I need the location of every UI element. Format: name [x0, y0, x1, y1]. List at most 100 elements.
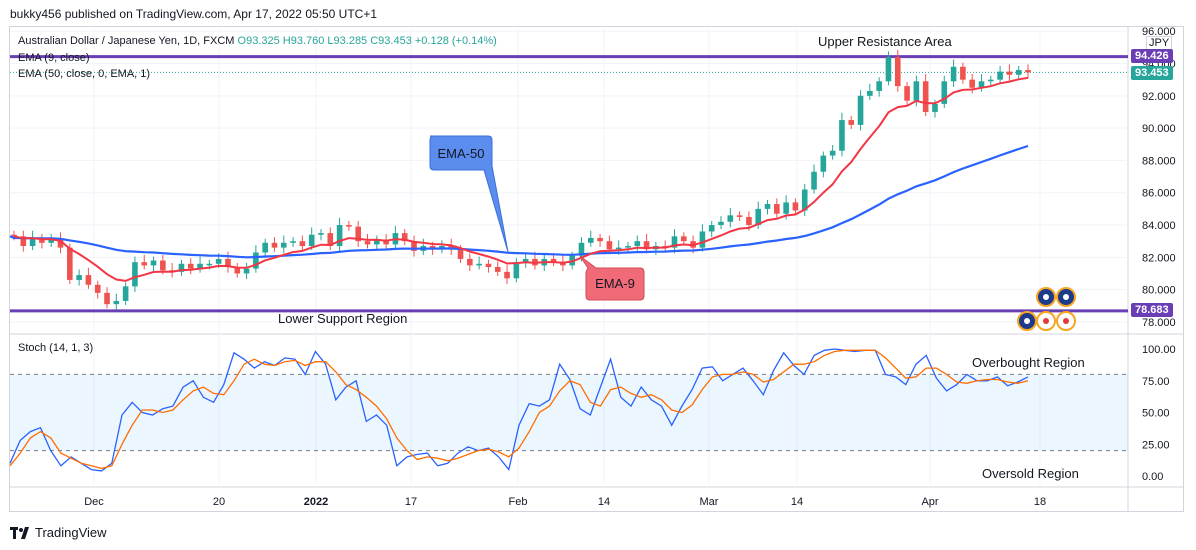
- candle-body: [85, 275, 92, 285]
- candle-body: [327, 233, 334, 247]
- candle-body: [736, 215, 743, 217]
- candle-body: [708, 225, 715, 232]
- legend-stoch[interactable]: Stoch (14, 1, 3): [18, 342, 94, 354]
- candle-body: [243, 268, 250, 274]
- stoch-d-line: [9, 349, 1029, 470]
- price-tick-label: 84.000: [1142, 220, 1176, 232]
- ema-lines: [9, 76, 1029, 282]
- time-tick-label: 17: [405, 496, 417, 508]
- candle-body: [811, 171, 817, 190]
- candle-body: [280, 242, 287, 248]
- time-tick-label: 14: [791, 496, 803, 508]
- economic-event-icon-dot: [1063, 318, 1069, 324]
- price-tick-label: 78.000: [1142, 317, 1176, 329]
- chart-frame: [9, 26, 1184, 512]
- candle-body: [160, 260, 166, 271]
- candle-body: [522, 258, 529, 263]
- candle-body: [355, 226, 362, 242]
- tradingview-icon: [10, 526, 29, 539]
- time-tick-label: 2022: [304, 496, 328, 508]
- candle-body: [746, 216, 752, 226]
- candle-body: [178, 263, 185, 272]
- price-tick-label: 96.000: [1142, 26, 1176, 38]
- legend-symbol: Australian Dollar / Japanese Yen, 1D, FX…: [18, 35, 497, 47]
- candle-body: [848, 120, 855, 125]
- candle-body: [894, 57, 901, 87]
- ohlc-values: O93.325 H93.760 L93.285 C93.453 +0.128 (…: [237, 35, 497, 47]
- candle-body: [634, 241, 641, 247]
- candle-body: [290, 241, 296, 243]
- candle-body: [150, 260, 157, 266]
- candle-body: [57, 239, 64, 248]
- candle-body: [606, 241, 613, 250]
- candle-body: [206, 263, 213, 266]
- candle-body: [904, 86, 910, 101]
- legend-ema50[interactable]: EMA (50, close, 0, EMA, 1): [18, 68, 151, 80]
- support-resistance-lines: [10, 55, 1128, 313]
- candle-body: [299, 241, 306, 247]
- candle-body: [253, 252, 259, 269]
- candle-body: [801, 189, 808, 211]
- time-tick-label: Feb: [509, 496, 528, 508]
- candle-body: [643, 241, 650, 250]
- candle-body: [727, 215, 734, 222]
- time-tick-label: 20: [213, 496, 225, 508]
- candle-body: [411, 241, 417, 251]
- candle-body: [987, 79, 994, 82]
- legend-ema9[interactable]: EMA (9, close): [18, 52, 90, 64]
- tradingview-logo[interactable]: TradingView: [10, 525, 107, 540]
- candle-body: [941, 81, 948, 104]
- stoch-tick-label: 25.00: [1142, 439, 1170, 451]
- candle-body: [792, 202, 799, 211]
- oversold-label: Oversold Region: [982, 466, 1079, 481]
- candle-body: [187, 263, 194, 269]
- candle-body: [820, 155, 827, 172]
- candle-body: [234, 267, 241, 274]
- candle-body: [922, 81, 929, 112]
- candle-body: [885, 57, 892, 82]
- candle-body: [783, 202, 789, 214]
- candle-body: [587, 237, 594, 243]
- ema50-line: [9, 144, 1029, 259]
- candle-body: [262, 242, 268, 253]
- currency-label: JPY: [1146, 36, 1173, 50]
- candle-body: [225, 258, 231, 268]
- candle-body: [1025, 69, 1031, 73]
- candle-body: [718, 221, 724, 226]
- candle-body: [132, 262, 138, 287]
- resistance-price-label: 94.426: [1131, 49, 1173, 63]
- stoch-k-line: [9, 348, 1029, 472]
- ema50-callout-box: [429, 135, 509, 253]
- candle-body: [476, 263, 482, 266]
- time-tick-label: 14: [598, 496, 610, 508]
- economic-event-icon-dot: [1043, 294, 1049, 300]
- overbought-label: Overbought Region: [972, 355, 1085, 370]
- candle-body: [20, 236, 27, 247]
- candle-body: [197, 263, 203, 269]
- candle-body: [578, 242, 585, 256]
- candle-body: [308, 234, 315, 247]
- publish-info: bukky456 published on TradingView.com, A…: [10, 7, 378, 21]
- candle-body: [671, 236, 678, 248]
- ema50-callout-text: EMA-50: [438, 146, 485, 161]
- price-tick-label: 86.000: [1142, 188, 1176, 200]
- economic-event-icon-dot: [1043, 318, 1049, 324]
- candle-body: [467, 258, 473, 266]
- ema9-callout-text: EMA-9: [595, 276, 635, 291]
- candle-body: [969, 79, 975, 88]
- candle-body: [597, 237, 603, 242]
- candle-body: [550, 258, 557, 263]
- stoch-tick-label: 100.00: [1142, 344, 1176, 356]
- ema9-callout-box: [579, 255, 645, 301]
- candle-body: [755, 208, 762, 226]
- time-tick-label: Apr: [921, 496, 938, 508]
- candle-body: [997, 71, 1003, 80]
- candle-body: [48, 239, 55, 243]
- candle-body: [76, 275, 82, 280]
- time-tick-label: Dec: [84, 496, 104, 508]
- candle-body: [876, 81, 882, 91]
- candle-body: [867, 90, 873, 96]
- candle-body: [67, 247, 73, 280]
- candle-body: [839, 120, 845, 151]
